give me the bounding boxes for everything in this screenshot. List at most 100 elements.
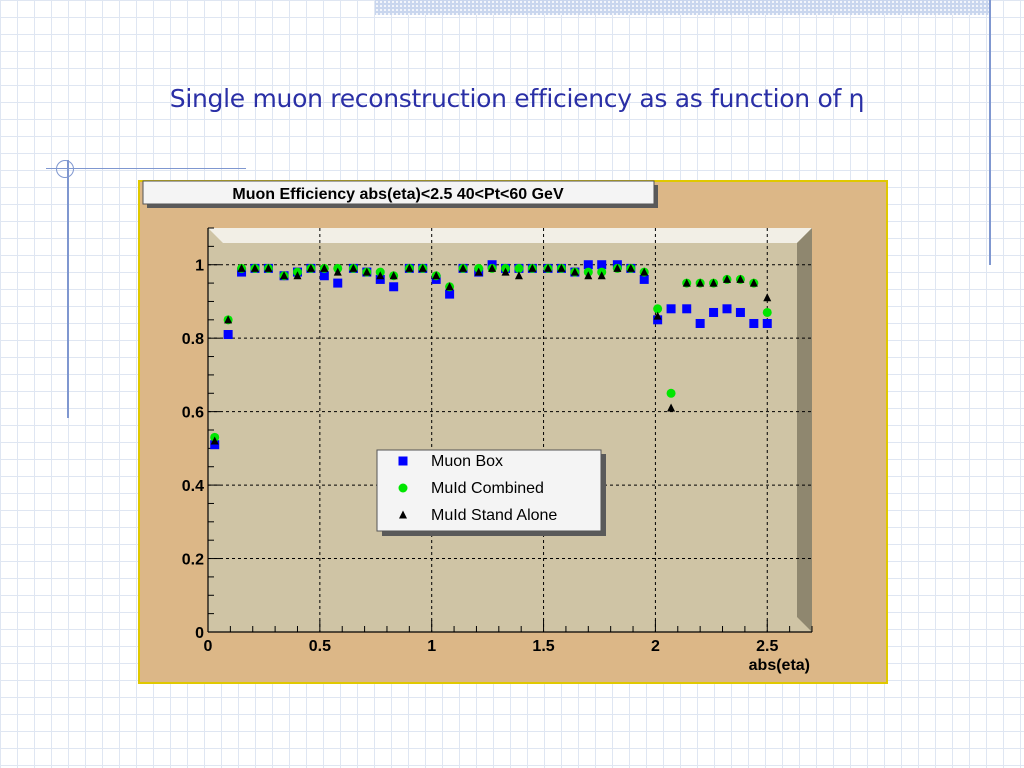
data-point-muid-stand-alone: [210, 436, 219, 445]
data-point-muid-stand-alone: [306, 263, 315, 272]
data-point-muon-box: [597, 260, 607, 270]
legend-label-muid-combined: MuId Combined: [431, 480, 544, 497]
data-point-muid-stand-alone: [640, 267, 649, 276]
data-point-muid-stand-alone: [682, 278, 691, 287]
decorative-rule-vertical: [67, 160, 69, 418]
data-point-muon-box: [639, 274, 649, 284]
data-point-muid-stand-alone: [570, 267, 579, 276]
frame-bevel-top-overlay: [208, 228, 812, 243]
legend-label-muid-stand-alone: MuId Stand Alone: [431, 507, 557, 524]
data-point-muid-combined: [762, 307, 772, 317]
data-point-muid-stand-alone: [763, 293, 772, 302]
x-tick-label: 0: [204, 638, 213, 655]
data-point-muid-stand-alone: [320, 263, 329, 272]
y-tick-label: 0.6: [182, 405, 204, 422]
x-tick-label: 0.5: [309, 638, 331, 655]
data-point-muid-stand-alone: [224, 315, 233, 324]
data-point-muid-stand-alone: [709, 278, 718, 287]
data-point-muon-box: [653, 315, 663, 325]
data-point-muon-box: [210, 440, 220, 450]
data-point-muid-combined: [666, 388, 676, 398]
chart-title: Muon Efficiency abs(eta)<2.5 40<Pt<60 Ge…: [232, 186, 564, 203]
data-point-muid-stand-alone: [459, 263, 468, 272]
legend-label-muon-box: Muon Box: [431, 453, 503, 470]
data-point-muid-stand-alone: [626, 263, 635, 272]
header-band: [375, 0, 990, 15]
legend-markers: [398, 456, 408, 519]
y-tick-label: 0.4: [182, 478, 204, 495]
legend-marker-muid-stand-alone: [399, 510, 407, 519]
data-point-muid-stand-alone: [445, 282, 454, 291]
data-point-muid-stand-alone: [474, 267, 483, 276]
data-point-muon-box: [333, 278, 343, 288]
data-point-muon-box: [666, 304, 676, 314]
data-point-muon-box: [749, 318, 759, 328]
chart-title-box: [142, 180, 655, 205]
efficiency-chart: 0 0.5 1 1.5 2 2.5 0 0.2 0.4 0.6 0.8 1 Muon Efficien…: [138, 180, 888, 684]
y-tick-label: 0.2: [182, 552, 204, 569]
x-tick-label: 1.5: [532, 638, 554, 655]
data-point-muid-stand-alone: [514, 271, 523, 280]
axes: 0 0.5 1 1.5 2 2.5 0 0.2 0.4 0.6 0.8 1: [182, 227, 813, 655]
data-point-muid-stand-alone: [405, 263, 414, 272]
data-point-muid-stand-alone: [293, 271, 302, 280]
data-point-muid-stand-alone: [418, 263, 427, 272]
decorative-vertical-line: [989, 0, 991, 265]
data-point-muid-stand-alone: [667, 403, 676, 412]
data-point-muid-stand-alone: [722, 274, 731, 283]
data-point-muid-stand-alone: [696, 278, 705, 287]
data-point-muon-box: [223, 330, 233, 340]
legend-box: [376, 449, 602, 532]
data-point-muid-stand-alone: [653, 311, 662, 320]
data-point-muid-stand-alone: [613, 263, 622, 272]
data-point-muid-stand-alone: [488, 263, 497, 272]
y-tick-label: 1: [195, 258, 204, 275]
frame-bevel-right-overlay: [797, 228, 812, 632]
data-point-muon-box: [389, 282, 399, 292]
data-point-muon-box: [445, 289, 455, 299]
data-point-muid-stand-alone: [544, 263, 553, 272]
data-point-muon-box: [583, 260, 593, 270]
data-point-muid-stand-alone: [389, 271, 398, 280]
data-point-muid-combined: [653, 304, 663, 314]
data-point-muon-box: [722, 304, 732, 314]
data-point-muon-box: [735, 307, 745, 317]
x-tick-label: 2: [651, 638, 660, 655]
data-point-muid-stand-alone: [557, 263, 566, 272]
y-tick-label: 0: [195, 625, 204, 642]
data-point-muid-stand-alone: [584, 271, 593, 280]
y-tick-label: 0.8: [182, 331, 204, 348]
data-point-muon-box: [682, 304, 692, 314]
data-point-muid-stand-alone: [362, 267, 371, 276]
decorative-ring: [56, 160, 74, 178]
data-point-muid-stand-alone: [749, 278, 758, 287]
data-point-muid-stand-alone: [280, 271, 289, 280]
decorative-rule-horizontal: [46, 168, 246, 169]
data-point-muid-stand-alone: [432, 271, 441, 280]
data-point-muon-box: [762, 318, 772, 328]
x-axis-label: abs(eta): [749, 657, 810, 674]
data-markers: [210, 260, 772, 450]
chart-svg: 0 0.5 1 1.5 2 2.5 0 0.2 0.4 0.6 0.8 1 Muon Efficien…: [138, 180, 888, 684]
data-point-muid-stand-alone: [264, 263, 273, 272]
x-tick-label: 1: [427, 638, 436, 655]
data-point-muid-stand-alone: [528, 263, 537, 272]
slide-title: Single muon reconstruction efficiency as…: [169, 84, 865, 113]
data-point-muid-combined: [514, 263, 524, 273]
data-point-muid-stand-alone: [376, 271, 385, 280]
data-point-muid-stand-alone: [501, 267, 510, 276]
data-point-muid-stand-alone: [333, 267, 342, 276]
data-point-muid-stand-alone: [736, 274, 745, 283]
data-point-muon-box: [319, 271, 329, 281]
data-point-muid-stand-alone: [250, 263, 259, 272]
data-point-muon-box: [695, 318, 705, 328]
data-point-muon-box: [375, 274, 385, 284]
data-point-muon-box: [709, 307, 719, 317]
plot-frame: [208, 228, 812, 632]
data-point-muid-stand-alone: [237, 263, 246, 272]
x-tick-label: 2.5: [756, 638, 778, 655]
legend-marker-muon-box: [398, 456, 408, 466]
data-point-muid-stand-alone: [349, 263, 358, 272]
data-point-muid-stand-alone: [597, 271, 606, 280]
legend-marker-muid-combined: [398, 483, 408, 493]
